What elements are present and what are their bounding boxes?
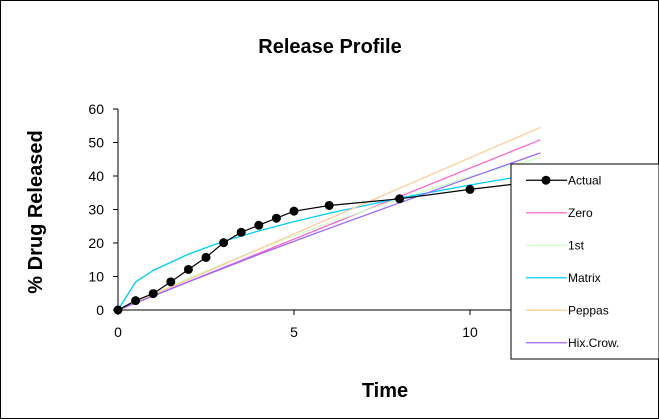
y-axis-title: % Drug Released (25, 130, 47, 293)
data-point-actual (289, 206, 299, 216)
series-line-1st (117, 156, 541, 311)
legend-box (510, 163, 659, 360)
legend-label-hix-crow: Hix.Crow. (568, 336, 619, 350)
legend-label-peppas: Peppas (568, 303, 609, 317)
y-tick-label: 20 (88, 235, 104, 251)
y-tick-label: 0 (96, 302, 104, 318)
chart-title: Release Profile (258, 36, 401, 58)
series-line-actual (117, 180, 541, 311)
y-tick-label: 10 (88, 269, 104, 285)
data-point-actual (324, 200, 334, 210)
y-tick-label: 40 (88, 168, 104, 184)
data-point-actual (131, 296, 141, 306)
y-tick-label: 60 (88, 101, 104, 117)
y-tick-label: 30 (88, 202, 104, 218)
data-point-actual (113, 305, 123, 315)
series-line-peppas (117, 126, 541, 311)
x-tick-label: 10 (462, 324, 478, 340)
x-tick-label: 5 (290, 324, 298, 340)
series-line-hix-crow (117, 152, 541, 311)
y-tick-label: 50 (88, 135, 104, 151)
data-point-actual (395, 194, 405, 204)
legend-label-1st: 1st (568, 238, 585, 252)
data-point-actual (465, 184, 475, 194)
data-point-actual (236, 227, 246, 237)
data-point-actual (183, 264, 193, 274)
x-tick-label: 0 (114, 324, 122, 340)
legend-marker-actual (541, 175, 551, 185)
data-point-actual (254, 220, 264, 230)
data-point-actual (201, 252, 211, 262)
data-point-actual (219, 238, 229, 248)
series-line-matrix (117, 172, 541, 311)
x-axis-title: Time (362, 380, 408, 402)
legend-label-zero: Zero (568, 206, 593, 220)
data-point-actual (271, 213, 281, 223)
data-point-actual (148, 289, 158, 299)
plot-area: 0 10 20 30 40 50 60 0 5 10 (88, 101, 545, 340)
legend-label-actual: Actual (568, 173, 601, 187)
legend-label-matrix: Matrix (568, 271, 601, 285)
legend: Actual Zero 1st Matrix Peppas Hix.Crow. (510, 163, 659, 360)
data-point-actual (166, 277, 176, 287)
